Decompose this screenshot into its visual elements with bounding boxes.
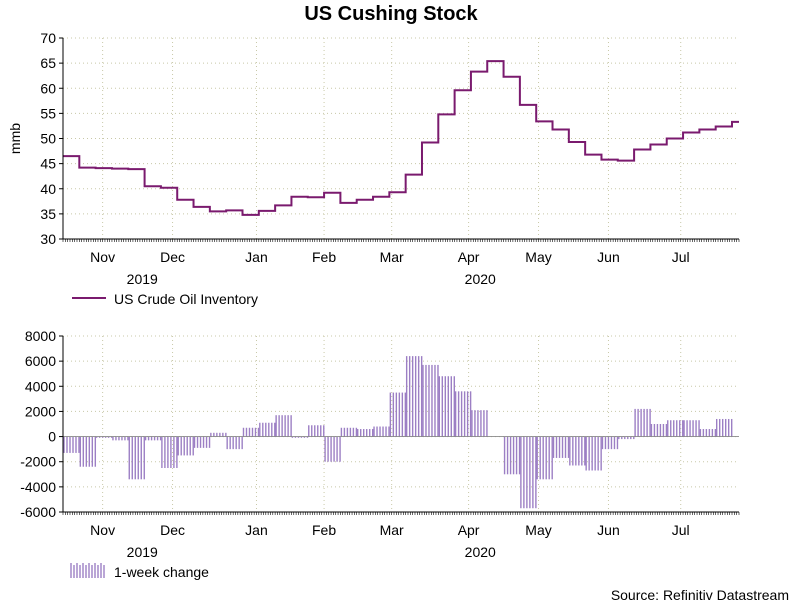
change-bar xyxy=(552,436,570,458)
change-bar xyxy=(308,425,325,437)
change-bar xyxy=(324,436,341,462)
x-tick-label: Feb xyxy=(312,522,336,538)
change-bar xyxy=(193,436,211,448)
change-bar xyxy=(520,436,537,509)
x-tick-label: May xyxy=(525,522,551,538)
inventory-line xyxy=(63,60,739,216)
change-bar xyxy=(438,376,455,437)
change-bar xyxy=(634,408,651,437)
change-bar xyxy=(242,427,260,437)
y-tick-label: 65 xyxy=(40,55,56,71)
x-tick-label: Nov xyxy=(90,522,115,538)
change-bar xyxy=(618,436,635,440)
change-bar xyxy=(422,364,439,437)
x-tick-label: Jan xyxy=(245,522,268,538)
change-bar xyxy=(79,436,97,467)
change-bar xyxy=(259,422,276,437)
change-bar xyxy=(405,356,423,437)
change-bar xyxy=(177,436,194,456)
change-bar xyxy=(210,432,227,437)
x-year-label: 2020 xyxy=(465,271,496,287)
x-tick-label: Feb xyxy=(312,249,336,265)
change-bar xyxy=(683,420,700,437)
x-tick-label: Dec xyxy=(160,522,185,538)
y-tick-label: 50 xyxy=(40,131,56,147)
change-bar xyxy=(128,436,145,480)
y-tick-label: -6000 xyxy=(20,504,56,520)
y-tick-label: 55 xyxy=(40,105,56,121)
change-bar xyxy=(569,436,586,466)
change-bar xyxy=(536,436,553,480)
x-tick-label: Jun xyxy=(597,522,620,538)
y-tick-label: 60 xyxy=(40,80,56,96)
y-tick-label: 8000 xyxy=(25,328,56,344)
legend-label: US Crude Oil Inventory xyxy=(114,291,258,307)
change-bar xyxy=(667,420,684,437)
x-year-label: 2019 xyxy=(127,544,158,560)
x-tick-label: Mar xyxy=(380,522,404,538)
y-tick-label: 6000 xyxy=(25,353,56,369)
change-bar xyxy=(454,391,472,437)
change-bar xyxy=(226,436,243,450)
change-bar xyxy=(650,424,668,437)
change-bar xyxy=(373,426,390,437)
change-bar xyxy=(144,436,162,441)
x-tick-label: Apr xyxy=(458,249,480,265)
y-tick-label: 70 xyxy=(40,30,56,46)
legend-label: 1-week change xyxy=(114,564,209,580)
x-tick-label: Jul xyxy=(672,522,690,538)
change-bar xyxy=(357,429,374,437)
x-tick-label: Apr xyxy=(458,522,480,538)
y-tick-label: 45 xyxy=(40,156,56,172)
change-bar xyxy=(601,436,619,450)
change-bar xyxy=(699,429,717,437)
x-year-label: 2019 xyxy=(127,271,158,287)
change-bar xyxy=(340,427,358,437)
x-tick-label: Dec xyxy=(160,249,185,265)
change-bar xyxy=(389,392,407,437)
y-tick-label: 2000 xyxy=(25,403,56,419)
change-bar xyxy=(715,418,733,437)
y-tick-label: 40 xyxy=(40,181,56,197)
weekly-change-panel: -6000 -4000 -2000 0 2000 4000 6000 8000 Nov Dec Ja… xyxy=(20,328,740,580)
y-tick-label: 30 xyxy=(40,231,56,247)
y-tick-label: -4000 xyxy=(20,479,56,495)
legend-bar-swatch xyxy=(70,563,105,578)
inventory-panel: 30 35 40 45 50 55 60 65 70 Nov Dec Jan Feb Mar Apr May J… xyxy=(7,30,740,307)
x-tick-label: Jan xyxy=(245,249,268,265)
y-axis-label: mmb xyxy=(7,123,23,154)
x-tick-label: Nov xyxy=(90,249,115,265)
x-tick-label: Jul xyxy=(672,249,690,265)
source-note: Source: Refinitiv Datastream xyxy=(611,587,789,603)
change-bar xyxy=(471,410,488,437)
y-tick-label: -2000 xyxy=(20,454,56,470)
x-tick-label: May xyxy=(525,249,551,265)
y-tick-label: 0 xyxy=(48,429,56,445)
change-bar xyxy=(503,436,521,475)
change-bar xyxy=(63,436,80,453)
change-bar xyxy=(275,415,292,437)
change-bar xyxy=(585,436,602,471)
x-tick-label: Jun xyxy=(597,249,620,265)
y-tick-label: 35 xyxy=(40,206,56,222)
change-bar xyxy=(112,436,129,441)
x-tick-label: Mar xyxy=(380,249,404,265)
change-bar xyxy=(161,436,178,468)
y-tick-label: 4000 xyxy=(25,378,56,394)
x-year-label: 2020 xyxy=(465,544,496,560)
chart-title: US Cushing Stock xyxy=(304,3,478,25)
